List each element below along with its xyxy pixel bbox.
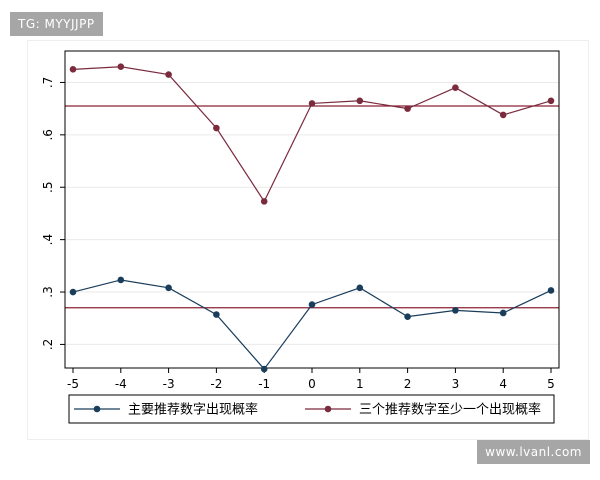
- series-line: [72, 279, 552, 371]
- x-tick-label: 2: [404, 377, 412, 391]
- x-tick-label: -4: [115, 377, 127, 391]
- x-tick-label: -5: [67, 377, 79, 391]
- data-point: [213, 124, 220, 132]
- chart-frame: .2 .3 .4 .5 .6 .7 -5 -4 -3 -2 -1 0 1 2 3 4 5 主要推荐数字出现概率 三…: [27, 40, 589, 440]
- legend-label: 三个推荐数字至少一个出现概率: [359, 402, 541, 418]
- data-point: [452, 84, 459, 91]
- legend-label: 主要推荐数字出现概率: [128, 402, 258, 418]
- data-point: [69, 66, 77, 73]
- y-tick-label: .7: [41, 77, 55, 88]
- data-point: [547, 287, 555, 294]
- grid-lines: [65, 81, 559, 345]
- x-tick-label: 3: [452, 377, 460, 391]
- legend-marker: [93, 405, 101, 413]
- legend-item-2: 三个推荐数字至少一个出现概率: [305, 402, 541, 418]
- data-point: [308, 301, 316, 308]
- data-point: [117, 63, 125, 71]
- data-point: [213, 311, 220, 318]
- data-point: [499, 309, 507, 317]
- data-point: [356, 284, 364, 292]
- data-point: [404, 105, 411, 112]
- x-tick-label: -3: [163, 377, 175, 391]
- x-tick-label: -1: [258, 377, 270, 391]
- data-point: [356, 97, 364, 105]
- series-1: [69, 276, 555, 373]
- series: [69, 63, 555, 373]
- x-tick-label: -2: [210, 377, 222, 391]
- legend-marker: [324, 405, 332, 413]
- y-tick-label: .2: [41, 339, 55, 350]
- x-tick-label: 0: [308, 377, 316, 391]
- data-point: [452, 307, 459, 314]
- series-2: [69, 63, 555, 205]
- legend-item-1: 主要推荐数字出现概率: [74, 402, 258, 418]
- data-point: [165, 284, 172, 292]
- y-tick-label: .6: [41, 129, 55, 140]
- x-tick-label: 5: [547, 377, 555, 391]
- line-chart: .2 .3 .4 .5 .6 .7 -5 -4 -3 -2 -1 0 1 2 3 4 5 主要推荐数字出现概率 三…: [41, 50, 560, 424]
- data-point: [165, 71, 172, 78]
- plot-border: [64, 50, 560, 369]
- watermark-top: TG: MYYJJPP: [10, 12, 103, 36]
- y-tick-label: .5: [41, 182, 55, 193]
- reference-lines: [65, 105, 559, 309]
- axes: .2 .3 .4 .5 .6 .7 -5 -4 -3 -2 -1 0 1 2 3 4 5: [41, 77, 555, 391]
- y-tick-label: .4: [41, 234, 55, 245]
- data-point: [499, 111, 507, 119]
- data-point: [260, 365, 268, 373]
- data-point: [308, 100, 316, 107]
- data-point: [260, 198, 268, 205]
- data-point: [69, 288, 77, 296]
- data-point: [547, 97, 555, 105]
- x-tick-label: 1: [356, 377, 364, 391]
- data-point: [404, 313, 411, 320]
- x-tick-label: 4: [499, 377, 507, 391]
- watermark-bottom: www.lvanl.com: [477, 440, 590, 464]
- y-tick-label: .3: [41, 286, 55, 297]
- legend: 主要推荐数字出现概率 三个推荐数字至少一个出现概率: [68, 394, 555, 424]
- data-point: [117, 276, 125, 284]
- series-line: [72, 66, 552, 203]
